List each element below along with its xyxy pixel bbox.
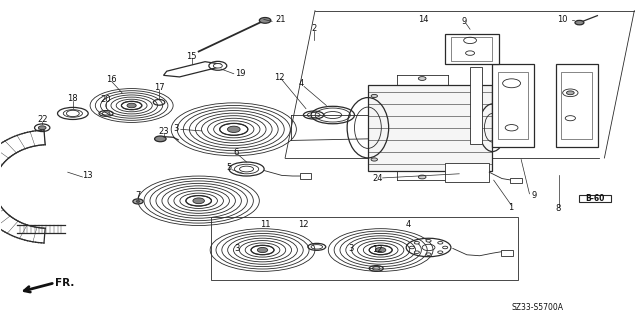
Circle shape <box>193 198 204 204</box>
Bar <box>556 64 598 147</box>
Text: 11: 11 <box>260 220 271 229</box>
Text: 3: 3 <box>234 244 239 253</box>
Text: 13: 13 <box>81 171 92 180</box>
Circle shape <box>575 20 584 25</box>
Bar <box>445 163 489 182</box>
Text: 14: 14 <box>418 15 429 24</box>
Bar <box>492 64 534 147</box>
Bar <box>510 178 522 183</box>
Text: 19: 19 <box>236 69 246 78</box>
Polygon shape <box>164 62 221 77</box>
Circle shape <box>127 103 136 108</box>
Circle shape <box>414 241 419 244</box>
Circle shape <box>438 241 443 244</box>
Bar <box>497 72 528 139</box>
Text: 3: 3 <box>173 124 179 133</box>
Bar <box>500 250 513 256</box>
Circle shape <box>376 248 386 253</box>
Text: B-60: B-60 <box>585 194 604 204</box>
Text: 12: 12 <box>274 73 284 82</box>
Text: 2: 2 <box>311 24 316 33</box>
Bar <box>561 72 592 139</box>
Text: 6: 6 <box>233 148 238 157</box>
Text: 9: 9 <box>532 191 537 200</box>
Text: SZ33-S5700A: SZ33-S5700A <box>511 303 563 312</box>
Text: 17: 17 <box>154 83 164 92</box>
Circle shape <box>566 91 574 95</box>
Circle shape <box>443 246 448 249</box>
Circle shape <box>227 126 240 132</box>
Text: FR.: FR. <box>55 278 74 288</box>
Text: 4: 4 <box>406 220 411 229</box>
Circle shape <box>414 251 419 254</box>
Circle shape <box>419 77 426 80</box>
Circle shape <box>371 94 378 98</box>
Circle shape <box>426 253 431 256</box>
Circle shape <box>438 251 443 254</box>
Circle shape <box>136 200 140 202</box>
Circle shape <box>257 248 268 253</box>
Bar <box>470 67 481 144</box>
Bar <box>211 217 518 280</box>
Circle shape <box>213 63 222 68</box>
Text: 4: 4 <box>299 79 304 88</box>
Text: 7: 7 <box>135 190 141 200</box>
Circle shape <box>67 110 79 117</box>
Text: 24: 24 <box>372 174 383 183</box>
Circle shape <box>371 158 378 161</box>
Text: 23: 23 <box>158 127 169 136</box>
Text: 20: 20 <box>101 95 111 104</box>
Circle shape <box>133 199 143 204</box>
Text: 15: 15 <box>186 52 196 61</box>
Text: 16: 16 <box>106 75 116 84</box>
Text: 1: 1 <box>508 203 513 212</box>
Text: 18: 18 <box>68 94 78 103</box>
Text: 3: 3 <box>348 244 353 253</box>
Text: 22: 22 <box>37 115 47 124</box>
Text: 9: 9 <box>461 17 467 26</box>
Text: 8: 8 <box>556 204 561 213</box>
Circle shape <box>259 18 271 23</box>
FancyBboxPatch shape <box>368 85 492 171</box>
Circle shape <box>155 136 166 142</box>
Bar <box>579 196 611 202</box>
Text: 10: 10 <box>557 15 568 24</box>
Bar <box>445 34 499 64</box>
Bar <box>300 174 311 179</box>
Circle shape <box>426 240 431 242</box>
Text: 12: 12 <box>372 245 383 254</box>
Text: 12: 12 <box>298 220 308 229</box>
Circle shape <box>419 175 426 179</box>
Text: 21: 21 <box>275 15 285 24</box>
Circle shape <box>38 126 46 130</box>
Bar <box>451 37 492 61</box>
Text: 5: 5 <box>226 163 231 172</box>
Circle shape <box>410 246 415 249</box>
